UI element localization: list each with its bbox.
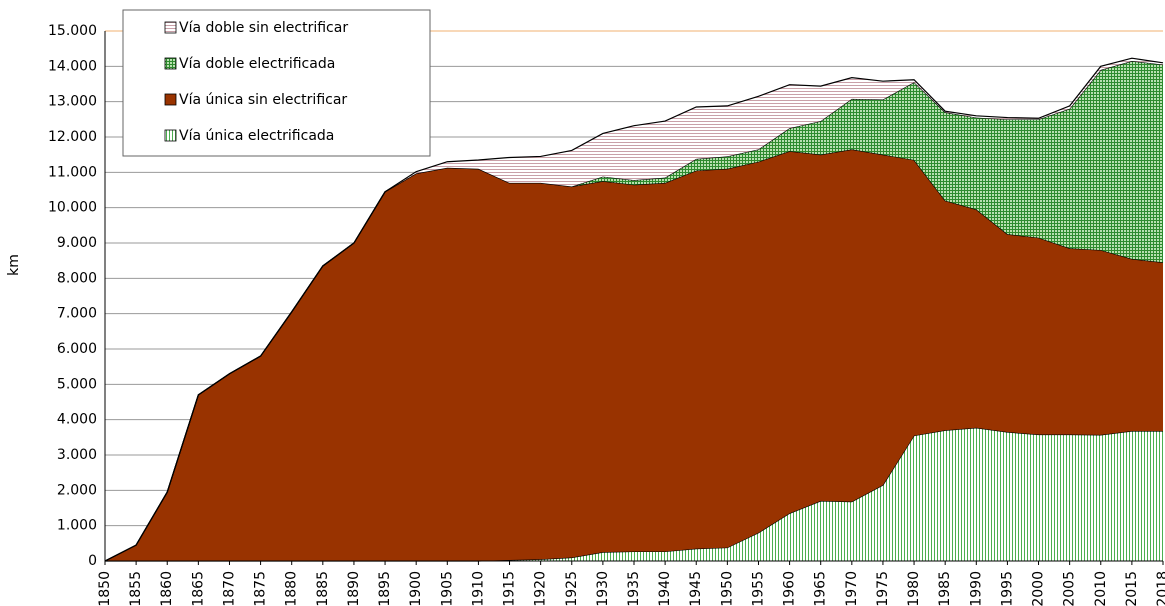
x-tick-label: 1865	[190, 571, 206, 606]
x-tick-label: 1950	[719, 571, 735, 606]
x-tick-label: 1910	[470, 571, 486, 606]
y-tick-label: 14.000	[48, 58, 97, 74]
y-tick-label: 9.000	[57, 235, 97, 251]
area	[105, 58, 1163, 561]
x-tick-label: 2005	[1062, 571, 1078, 606]
x-tick-label: 1935	[626, 571, 642, 606]
x-tick-label: 1925	[564, 571, 580, 606]
legend-swatch	[164, 57, 177, 70]
x-tick-label: 1975	[875, 571, 891, 606]
x-tick-label: 1885	[315, 571, 331, 606]
x-tick-label: 1995	[999, 571, 1015, 606]
legend-label: Vía única electrificada	[179, 128, 334, 144]
x-tick-label: 1900	[408, 571, 424, 606]
x-tick-label: 2000	[1031, 571, 1047, 606]
x-tick-label: 1985	[937, 571, 953, 606]
y-tick-label: 3.000	[57, 447, 97, 463]
y-tick-label: 1.000	[57, 518, 97, 534]
area-edge	[104, 57, 1164, 562]
x-tick-label: 1870	[221, 571, 237, 606]
y-tick-label: 4.000	[57, 412, 97, 428]
legend-label: Vía doble sin electrificar	[179, 20, 348, 36]
x-tick-label: 1960	[782, 571, 798, 606]
x-tick-label: 1860	[159, 571, 175, 606]
x-tick-label: 1875	[253, 571, 269, 606]
x-tick-label: 1855	[128, 571, 144, 606]
legend-label: Vía única sin electrificar	[179, 92, 347, 108]
y-axis-label: km	[6, 254, 22, 276]
legend-swatch	[164, 21, 177, 34]
legend-swatch	[164, 93, 177, 106]
legend-label: Vía doble electrificada	[179, 56, 335, 72]
x-tick-label: 2018	[1155, 571, 1165, 606]
x-tick-label: 1915	[502, 571, 518, 606]
y-tick-label: 8.000	[57, 270, 97, 286]
x-tick-label: 1880	[284, 571, 300, 606]
area	[105, 149, 1163, 561]
y-tick-label: 13.000	[48, 94, 97, 110]
y-tick-label: 15.000	[48, 23, 97, 39]
x-tick-label: 1980	[906, 571, 922, 606]
x-tick-label: 1990	[968, 571, 984, 606]
y-tick-label: 12.000	[48, 129, 97, 145]
x-tick-label: 1955	[750, 571, 766, 606]
x-tick-label: 1850	[97, 571, 113, 606]
legend-swatch	[164, 129, 177, 142]
y-tick-label: 5.000	[57, 376, 97, 392]
x-tick-label: 2010	[1093, 571, 1109, 606]
x-tick-label: 1970	[844, 571, 860, 606]
x-tick-label: 1905	[439, 571, 455, 606]
y-tick-label: 7.000	[57, 306, 97, 322]
y-tick-label: 0	[88, 553, 97, 569]
y-tick-label: 6.000	[57, 341, 97, 357]
x-tick-label: 1965	[813, 571, 829, 606]
y-tick-label: 2.000	[57, 482, 97, 498]
x-tick-label: 1920	[533, 571, 549, 606]
x-tick-label: 1890	[346, 571, 362, 606]
x-tick-label: 1940	[657, 571, 673, 606]
x-tick-label: 1895	[377, 571, 393, 606]
y-tick-label: 10.000	[48, 200, 97, 216]
y-tick-label: 11.000	[48, 164, 97, 180]
x-tick-label: 1930	[595, 571, 611, 606]
x-tick-label: 2015	[1124, 571, 1140, 606]
x-tick-label: 1945	[688, 571, 704, 606]
